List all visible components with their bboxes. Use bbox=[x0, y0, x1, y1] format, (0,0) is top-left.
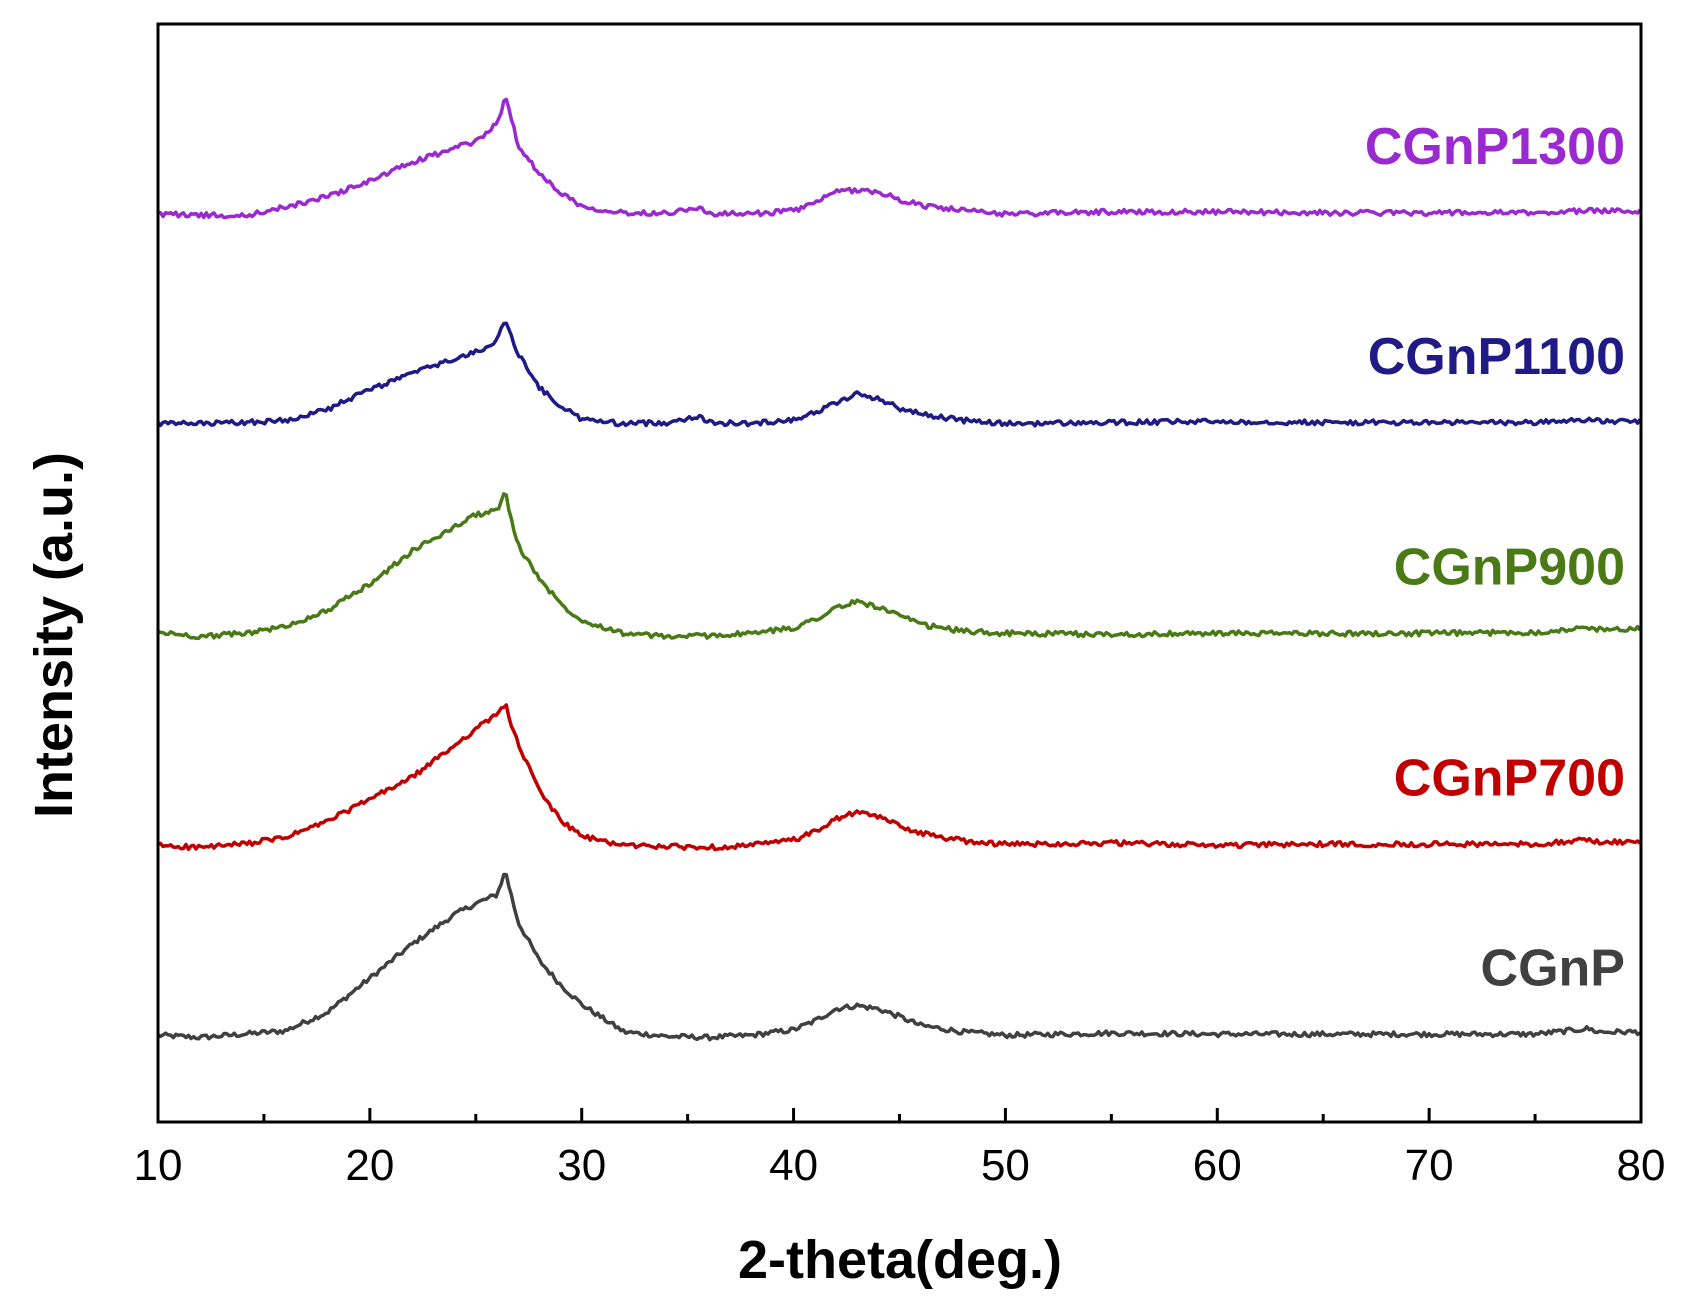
series-line-cgnp1300 bbox=[157, 97, 1642, 220]
x-tick-label: 50 bbox=[981, 1141, 1030, 1190]
x-axis-title: 2-theta(deg.) bbox=[738, 1230, 1062, 1290]
x-tick-label: 60 bbox=[1193, 1141, 1242, 1190]
y-axis-title: Intensity (a.u.) bbox=[24, 452, 84, 818]
series-line-cgnp bbox=[156, 872, 1642, 1042]
series-line-cgnp700 bbox=[157, 703, 1642, 852]
series-line-cgnp1100 bbox=[156, 321, 1642, 428]
x-tick-label: 10 bbox=[134, 1141, 183, 1190]
x-tick-label: 70 bbox=[1405, 1141, 1454, 1190]
series-line-cgnp900 bbox=[157, 492, 1642, 641]
series-label-cgnp900: CGnP900 bbox=[1394, 539, 1625, 597]
x-tick-label: 40 bbox=[769, 1141, 818, 1190]
x-tick-label: 20 bbox=[345, 1141, 394, 1190]
series-label-cgnp1300: CGnP1300 bbox=[1365, 118, 1625, 176]
x-axis-ticks: 10 20 30 40 50 60 70 80 bbox=[134, 1108, 1666, 1190]
x-tick-label: 80 bbox=[1617, 1141, 1666, 1190]
series-label-cgnp1100: CGnP1100 bbox=[1368, 328, 1625, 386]
series-layer: CGnP CGnP700 CGnP900 CGnP1100 CGnP1300 bbox=[156, 97, 1642, 1042]
x-tick-label: 30 bbox=[557, 1141, 606, 1190]
series-label-cgnp: CGnP bbox=[1481, 939, 1625, 997]
series-label-cgnp700: CGnP700 bbox=[1394, 750, 1625, 808]
